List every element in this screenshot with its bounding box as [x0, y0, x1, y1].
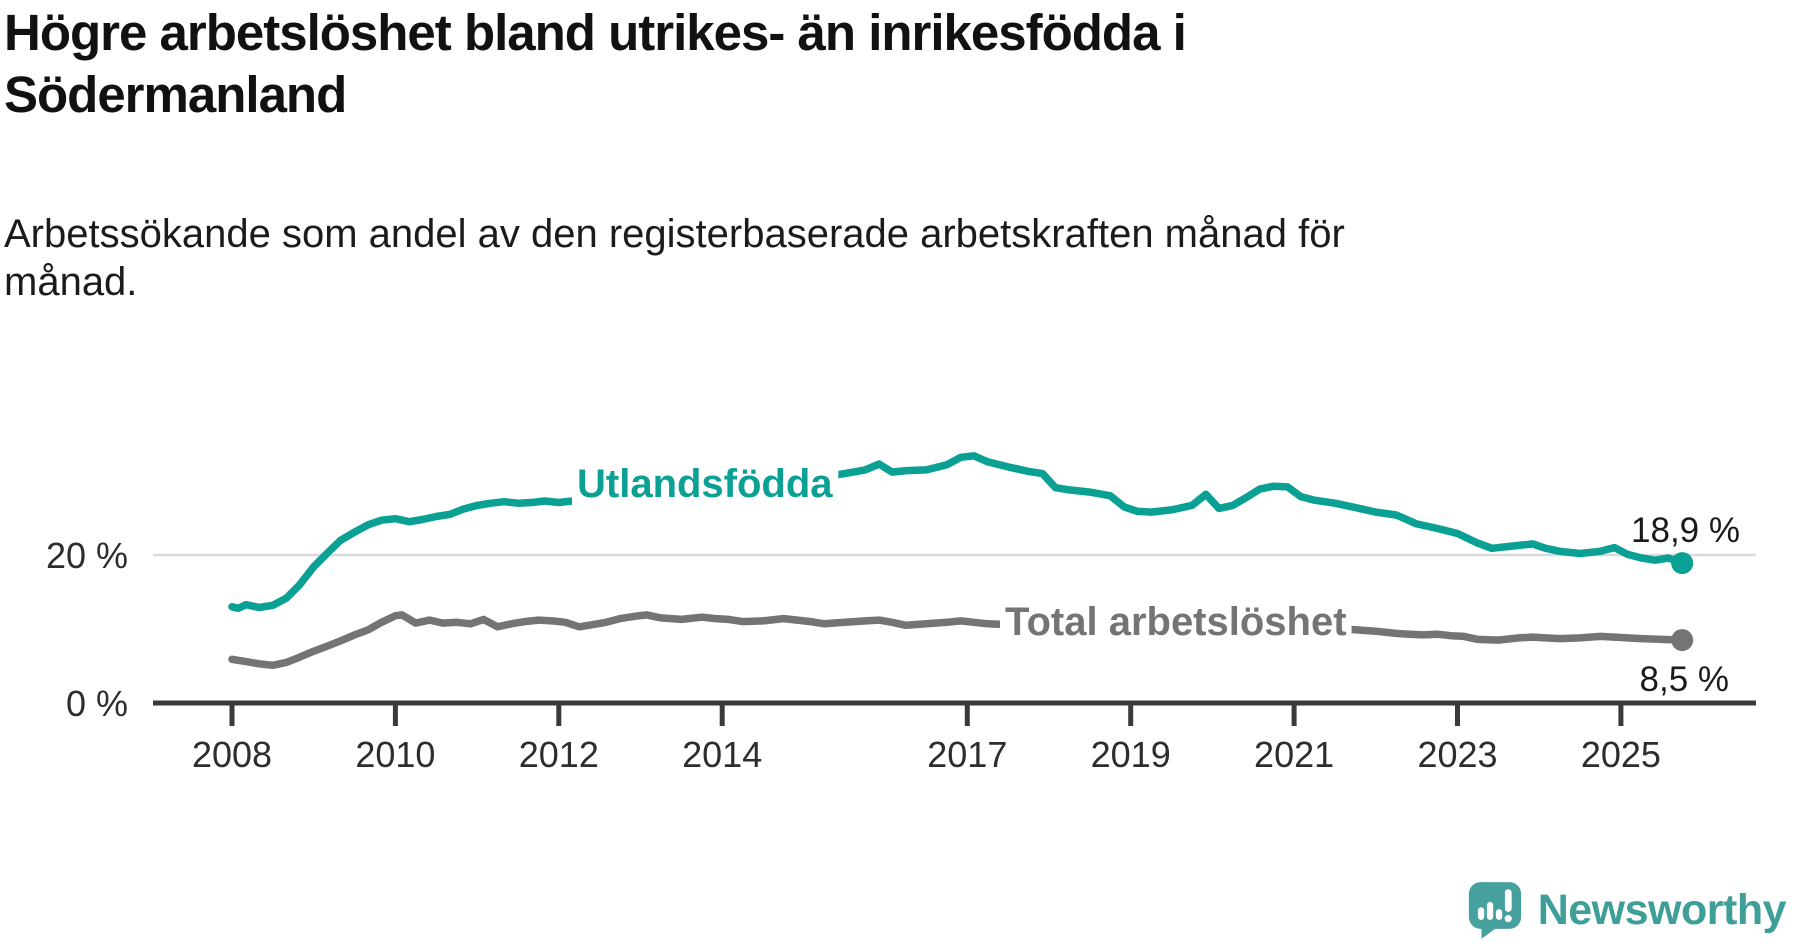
- x-tick-label-2008: 2008: [192, 734, 272, 775]
- x-tick-label-2023: 2023: [1417, 734, 1497, 775]
- x-tick-label-2019: 2019: [1091, 734, 1171, 775]
- logo-bar-1: [1477, 907, 1484, 920]
- x-tick-label-2014: 2014: [682, 734, 762, 775]
- end-value-label-utlandsfodda: 18,9 %: [1631, 511, 1740, 550]
- chart-subtitle-line1: Arbetssökande som andel av den registerb…: [4, 212, 1345, 256]
- end-value-label-total: 8,5 %: [1640, 660, 1730, 699]
- logo-bar-3: [1495, 909, 1502, 920]
- y-tick-label-0: 0 %: [66, 683, 128, 724]
- series-line-total: [228, 611, 1686, 670]
- x-tick-label-2025: 2025: [1581, 734, 1661, 775]
- logo-bar-2: [1486, 901, 1493, 920]
- chart-subtitle-line2: månad.: [4, 260, 138, 304]
- page-title: Högre arbetslöshet bland utrikes- än inr…: [4, 2, 1644, 126]
- y-tick-label-20: 20 %: [46, 535, 128, 576]
- x-tick-label-2010: 2010: [355, 734, 435, 775]
- newsworthy-logo-icon: [1468, 882, 1521, 939]
- series-label-utlandsfodda: Utlandsfödda: [577, 462, 833, 506]
- chart-subtitle: Arbetssökande som andel av den registerb…: [4, 210, 1644, 306]
- logo-exclamation-bar: [1504, 889, 1512, 912]
- page-title-line1: Högre arbetslöshet bland utrikes- än inr…: [4, 4, 1187, 61]
- page-title-line2: Södermanland: [4, 66, 347, 123]
- newsworthy-branding: Newsworthy: [1468, 880, 1787, 940]
- series-line-utlandsfodda: [228, 452, 1686, 613]
- end-dot-total: [1671, 629, 1694, 652]
- series-label-mask-0: [572, 459, 839, 509]
- speech-bubble-shape: [1468, 882, 1521, 939]
- series-label-total: Total arbetslöshet: [1005, 600, 1347, 644]
- x-tick-label-2017: 2017: [927, 734, 1007, 775]
- logo-exclamation-dot: [1504, 914, 1512, 923]
- newsworthy-logo-text: Newsworthy: [1537, 885, 1787, 934]
- end-dot-utlandsfodda: [1671, 552, 1694, 575]
- series-label-mask-1: [1000, 597, 1352, 647]
- x-tick-label-2021: 2021: [1254, 734, 1334, 775]
- x-tick-label-2012: 2012: [519, 734, 599, 775]
